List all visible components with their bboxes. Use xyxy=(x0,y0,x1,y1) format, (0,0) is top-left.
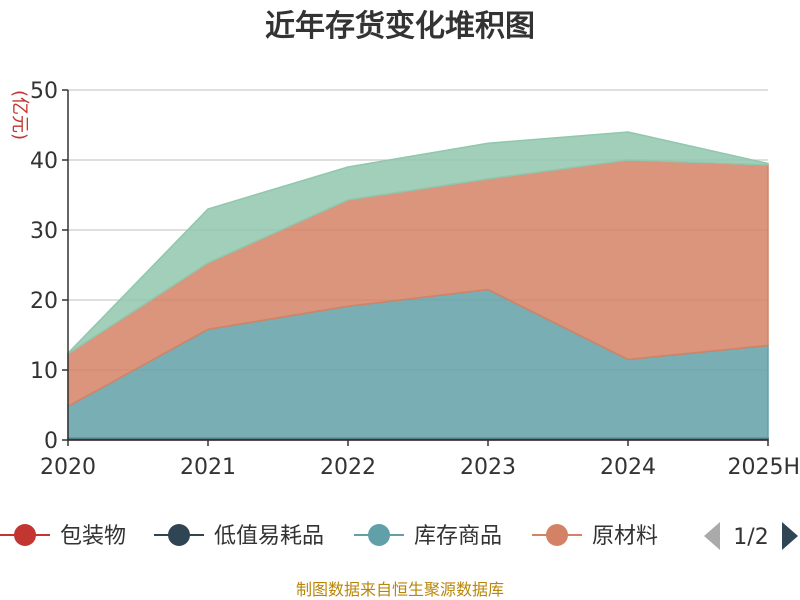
legend-marker-3 xyxy=(546,524,568,546)
legend-pager: 1/2 xyxy=(704,522,798,550)
legend-page-indicator: 1/2 xyxy=(733,525,768,550)
legend-item-0[interactable]: 包装物 xyxy=(0,524,126,549)
legend-label-1: 低值易耗品 xyxy=(214,524,324,549)
y-tick-labels: 0 10 20 30 40 50 xyxy=(30,79,58,454)
legend-marker-2 xyxy=(368,524,390,546)
prev-page-icon[interactable] xyxy=(704,522,720,550)
legend-item-3[interactable]: 原材料 xyxy=(532,524,658,549)
x-tick-label-0: 2020 xyxy=(40,455,96,480)
y-tick-label-2: 20 xyxy=(30,289,58,314)
y-tick-label-4: 40 xyxy=(30,149,58,174)
x-tick-label-3: 2023 xyxy=(460,455,516,480)
next-page-icon[interactable] xyxy=(782,522,798,550)
x-tick-label-5: 2025H xyxy=(727,455,800,480)
legend-label-0: 包装物 xyxy=(60,524,126,549)
x-tick-label-4: 2024 xyxy=(600,455,656,480)
legend: 包装物 低值易耗品 库存商品 原材料 xyxy=(0,524,658,549)
x-tick-label-1: 2021 xyxy=(180,455,236,480)
y-tick-label-3: 30 xyxy=(30,219,58,244)
y-tick-label-1: 10 xyxy=(30,359,58,384)
x-tick-label-2: 2022 xyxy=(320,455,376,480)
series-area-4 xyxy=(67,131,769,356)
legend-label-3: 原材料 xyxy=(592,524,658,549)
y-tick-label-0: 0 xyxy=(44,429,58,454)
legend-marker-1 xyxy=(168,524,190,546)
axes xyxy=(62,89,769,446)
series-areas xyxy=(67,131,769,441)
chart-title: 近年存货变化堆积图 xyxy=(265,9,535,44)
legend-label-2: 库存商品 xyxy=(414,524,502,549)
legend-item-2[interactable]: 库存商品 xyxy=(354,524,502,549)
y-tick-label-5: 50 xyxy=(30,79,58,104)
y-axis-label: (亿元) xyxy=(9,90,30,140)
legend-marker-0 xyxy=(14,524,36,546)
legend-item-1[interactable]: 低值易耗品 xyxy=(154,524,324,549)
data-source-note: 制图数据来自恒生聚源数据库 xyxy=(296,580,504,599)
x-tick-labels: 2020 2021 2022 2023 2024 2025H xyxy=(40,455,800,480)
